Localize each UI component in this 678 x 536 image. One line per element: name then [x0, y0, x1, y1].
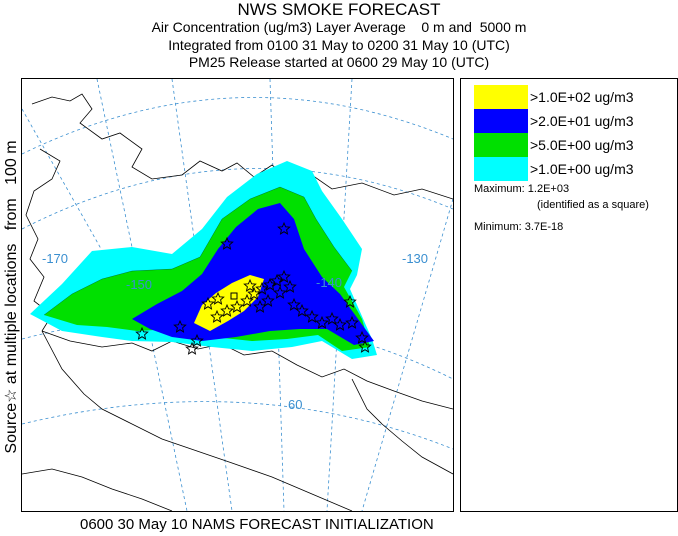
star-icon [247, 286, 261, 300]
legend-label: >1.0E+02 ug/m3 [530, 89, 634, 105]
maximum-square-marker [230, 292, 238, 300]
lon-label-140: -140 [316, 275, 342, 290]
source-location-label: Source☆ at multiple locations from 100 m [3, 140, 20, 454]
star-icon [230, 299, 244, 313]
star-icon [253, 299, 267, 313]
concentration-legend: >1.0E+02 ug/m3 >2.0E+01 ug/m3 >5.0E+00 u… [460, 78, 678, 512]
initialization-footer: 0600 30 May 10 NAMS FORECAST INITIALIZAT… [80, 516, 434, 533]
concentration-subtitle: Air Concentration (ug/m3) Layer Average … [151, 19, 527, 35]
lon-label-170: -170 [42, 251, 68, 266]
legend-label: >2.0E+01 ug/m3 [530, 113, 634, 129]
star-icon [333, 317, 347, 331]
release-start: PM25 Release started at 0600 29 May 10 (… [188, 54, 490, 70]
star-icon [243, 278, 257, 292]
lon-label-130: -130 [402, 251, 428, 266]
maximum-value: Maximum: 1.2E+03 [474, 183, 570, 195]
coastline-segment [41, 330, 353, 511]
star-icon [277, 221, 291, 235]
legend-row: >1.0E+00 ug/m3 [474, 157, 634, 181]
smoke-map: -170 -150 -140 -130 60 [21, 78, 454, 512]
star-icon [277, 269, 291, 283]
graticule-meridian [361, 198, 453, 511]
coastline-segment [22, 468, 173, 511]
coastline-segment [31, 93, 453, 200]
minimum-value: Minimum: 3.7E-18 [474, 221, 564, 233]
star-icon [295, 303, 309, 317]
star-icon [210, 309, 224, 323]
star-icon [325, 311, 339, 325]
legend-label: >5.0E+00 ug/m3 [530, 137, 634, 153]
coastline [22, 93, 453, 511]
source-markers [135, 221, 372, 355]
star-icon [220, 236, 234, 250]
star-icon [283, 279, 297, 293]
star-icon [201, 296, 215, 310]
lon-label-150: -150 [126, 277, 152, 292]
star-icon [343, 294, 357, 308]
legend-row: >1.0E+02 ug/m3 [474, 85, 634, 109]
star-icon [173, 319, 187, 333]
star-icon [261, 293, 275, 307]
star-icon [273, 285, 287, 299]
star-icon [190, 333, 204, 347]
star-icon [305, 309, 319, 323]
legend-row: >2.0E+01 ug/m3 [474, 109, 634, 133]
star-icon [358, 339, 372, 353]
legend-swatch [474, 133, 528, 157]
contour-line [43, 186, 353, 316]
plume-blue-layer [132, 203, 374, 345]
star-icon [220, 303, 234, 317]
star-icon [355, 330, 369, 344]
legend-label: >1.0E+00 ug/m3 [530, 161, 634, 177]
star-icon [315, 315, 329, 329]
smoke-plume [30, 161, 377, 359]
lat-label-60: 60 [288, 397, 302, 412]
graticule-arc [22, 401, 453, 450]
coastline-segment [41, 330, 453, 410]
star-icon [287, 297, 301, 311]
star-icon [255, 281, 269, 295]
star-icon [135, 326, 149, 340]
integration-period: Integrated from 0100 31 May to 0200 31 M… [168, 37, 510, 53]
legend-row: >5.0E+00 ug/m3 [474, 133, 634, 157]
star-icon [185, 341, 199, 355]
star-icon [345, 315, 359, 329]
legend-swatch [474, 85, 528, 109]
contour-lines [43, 186, 353, 316]
graticule-meridian [96, 79, 188, 511]
maximum-note: (identified as a square) [537, 199, 649, 211]
forecast-title: NWS SMOKE FORECAST [237, 0, 441, 19]
star-icon [240, 293, 254, 307]
star-icon [211, 291, 225, 305]
coastline-segment [351, 378, 453, 475]
graticule-meridian [22, 108, 153, 340]
legend-swatch [474, 109, 528, 133]
map-canvas: -170 -150 -140 -130 60 [22, 79, 453, 511]
graticule-arc [22, 97, 453, 155]
legend-swatch [474, 157, 528, 181]
